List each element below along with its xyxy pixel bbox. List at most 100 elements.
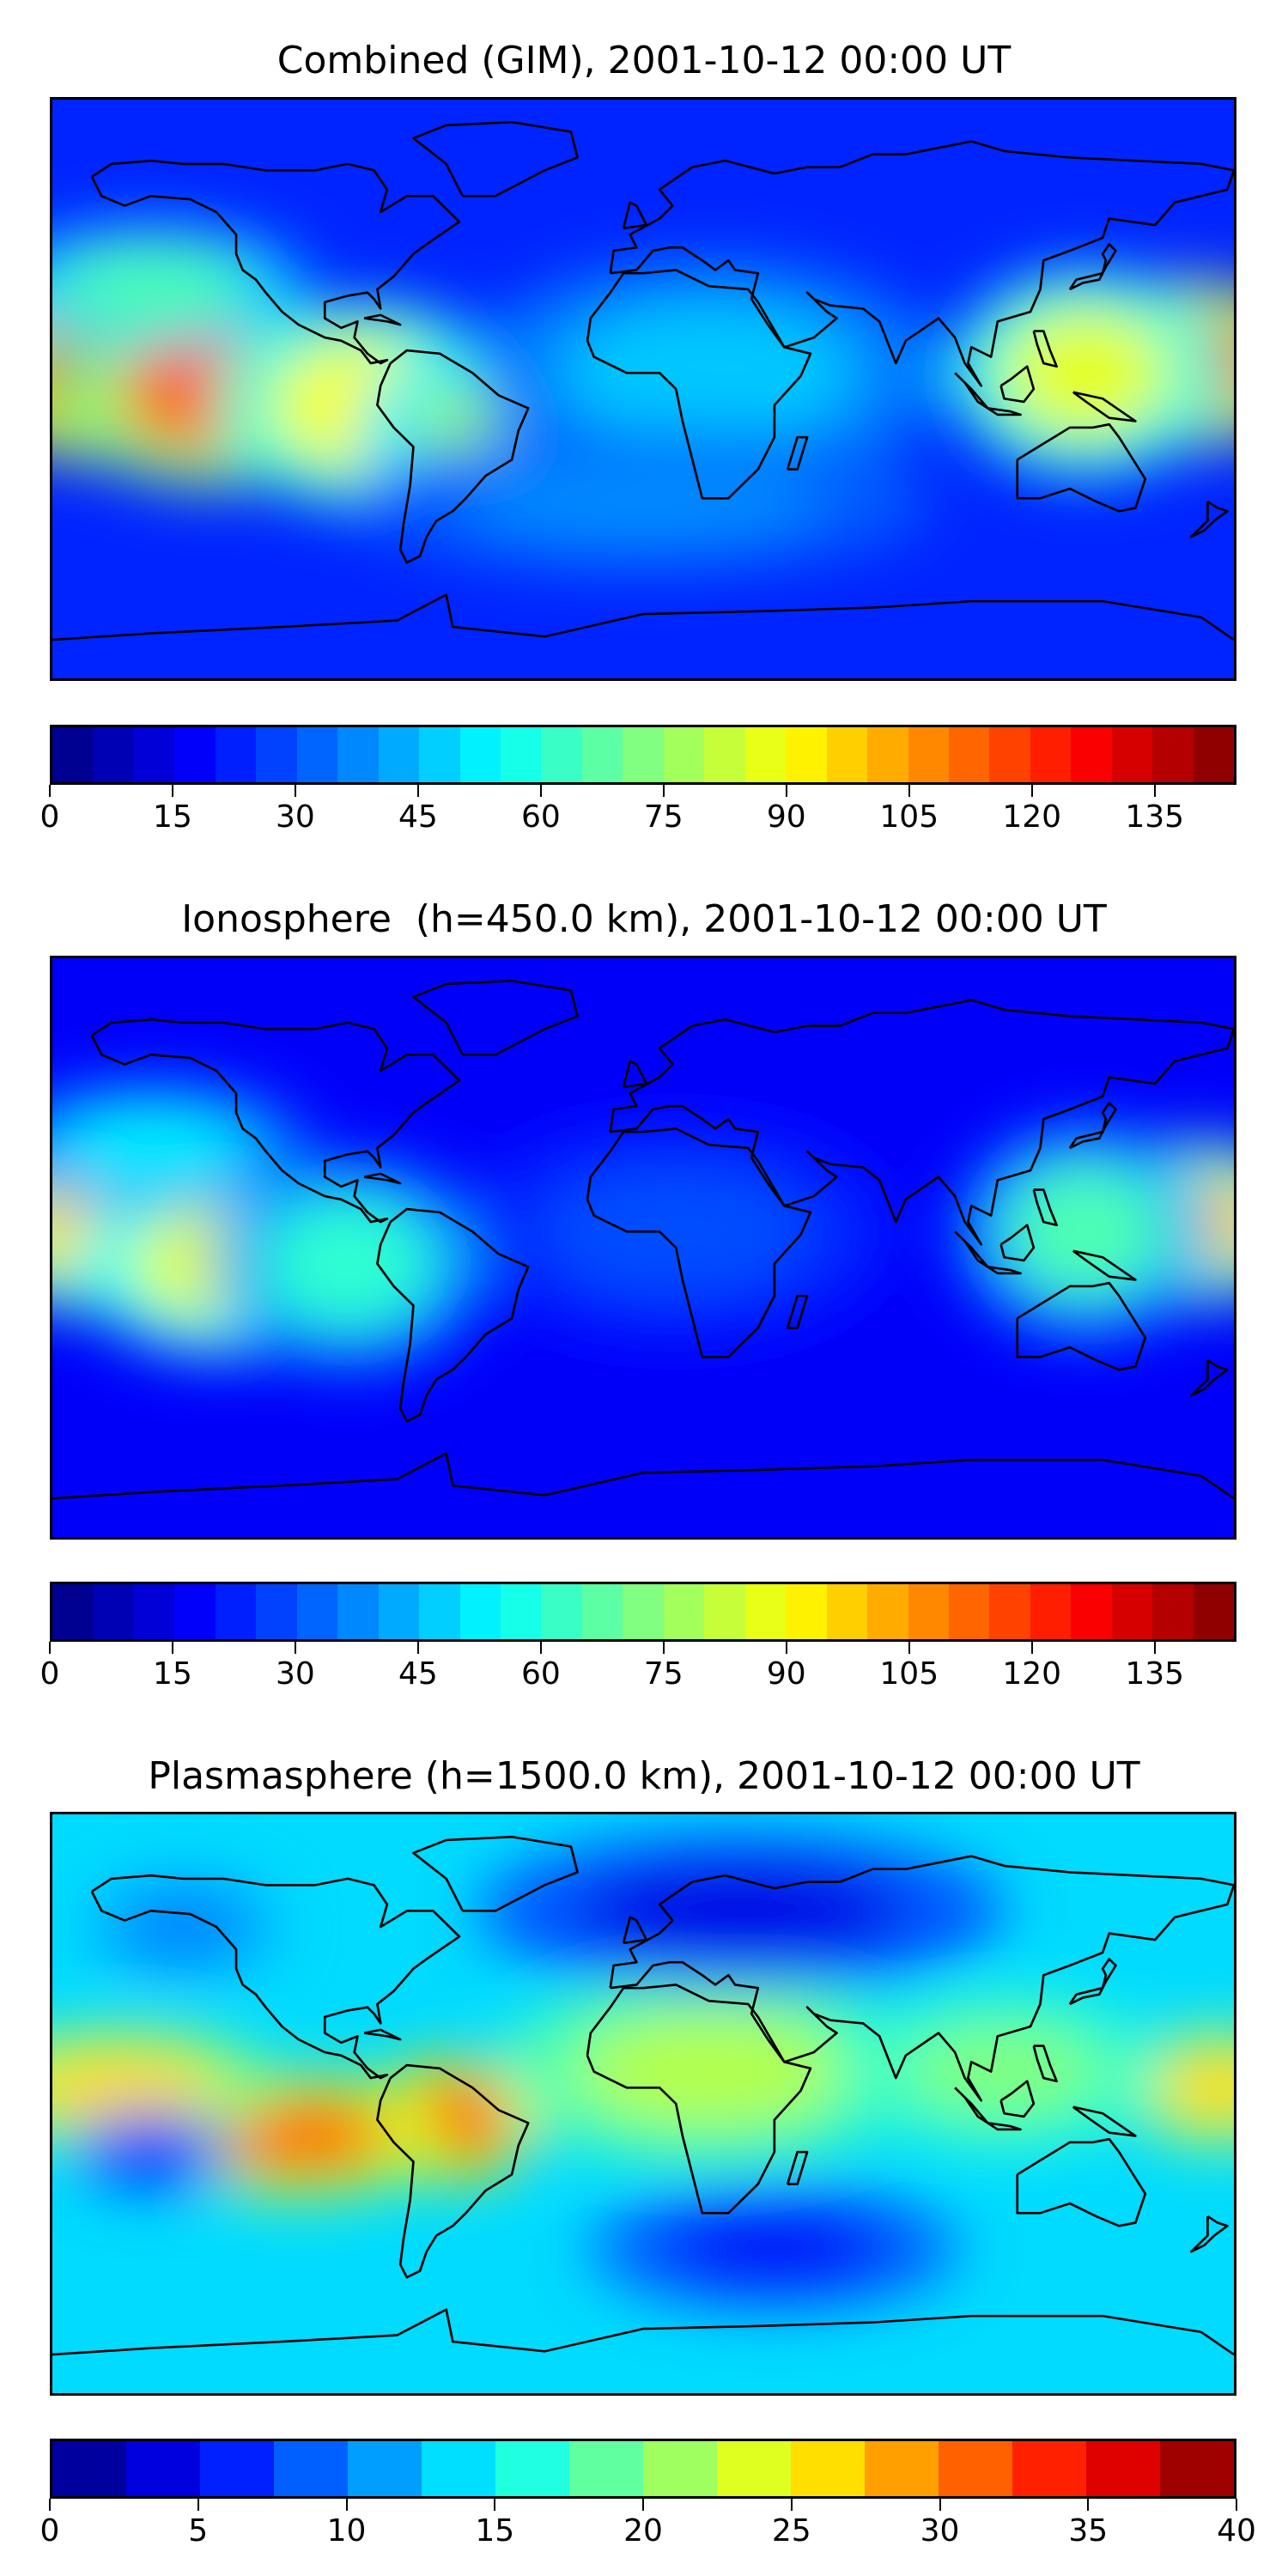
coastline-5 — [412, 979, 579, 1056]
colorbar-tick-label: 105 — [879, 799, 939, 835]
colorbar-tick-label: 0 — [39, 799, 60, 835]
colorbar-segment — [500, 727, 542, 782]
colorbar-segment — [174, 1584, 216, 1639]
coastline-9 — [954, 372, 989, 410]
colorbar-segment — [52, 2441, 126, 2496]
colorbar-segment — [791, 2441, 865, 2496]
colorbar-segment — [174, 727, 216, 782]
colorbar-tick-label: 75 — [643, 799, 683, 835]
coastline-8 — [1068, 1102, 1117, 1150]
coastline-6 — [52, 2308, 1234, 2356]
coastline-1 — [376, 349, 530, 564]
colorbar-segment — [215, 727, 257, 782]
colorbar-segment — [1111, 1584, 1153, 1639]
colorbar-tick-label: 10 — [326, 2513, 367, 2549]
coastline-13 — [1032, 330, 1058, 368]
colorbar-segment — [989, 1584, 1030, 1639]
colorbar-tick-label: 135 — [1125, 1656, 1185, 1692]
coastline-12 — [1072, 1249, 1137, 1281]
colorbar-tick-label: 5 — [188, 2513, 209, 2549]
coastline-13 — [1032, 1188, 1058, 1227]
colorbar-tick-label: 45 — [398, 799, 438, 835]
colorbar-segment — [93, 727, 134, 782]
coastline-1 — [376, 2063, 530, 2279]
colorbar-tick-mark — [197, 2499, 199, 2511]
colorbar-segment — [989, 727, 1030, 782]
colorbar-combined — [50, 725, 1236, 785]
colorbar-tick-mark — [939, 2499, 941, 2511]
colorbar-ticks-ionosphere: 0 15 30 45 60 75 90 105 120 135 — [40, 1642, 1236, 1702]
colorbar-segment — [1152, 727, 1194, 782]
colorbar-segment — [133, 727, 175, 782]
colorbar-tick-mark — [785, 1642, 787, 1654]
colorbar-tick-label: 105 — [879, 1656, 939, 1692]
tec-region-9 — [125, 1894, 243, 1959]
coastline-5 — [412, 120, 579, 197]
tec-map-combined — [50, 97, 1236, 681]
colorbar-tick-mark — [294, 785, 296, 797]
panel-title-plasmasphere: Plasmasphere (h=1500.0 km), 2001-10-12 0… — [148, 1754, 1140, 1798]
colorbar-segment — [704, 1584, 745, 1639]
colorbar-tick-label: 0 — [39, 1656, 60, 1692]
colorbar-tick-label: 20 — [623, 2513, 663, 2549]
colorbar-tick-mark — [345, 2499, 348, 2511]
tec-region-2 — [262, 1199, 434, 1328]
colorbar-segment — [786, 727, 827, 782]
coastline-12 — [1072, 391, 1137, 422]
colorbar-ionosphere — [50, 1582, 1236, 1642]
colorbar-tick-label: 120 — [1002, 1656, 1062, 1692]
coastline-8 — [1068, 243, 1117, 291]
colorbar-segment — [663, 1584, 705, 1639]
coastline-6 — [52, 1452, 1234, 1500]
tec-region-8 — [462, 456, 824, 547]
colorbar-segment — [581, 1584, 623, 1639]
colorbar-segment — [704, 727, 745, 782]
colorbar-tick-mark — [1030, 785, 1033, 797]
colorbar-segment — [500, 1584, 542, 1639]
coastline-12 — [1072, 2105, 1137, 2137]
colorbar-segment — [908, 727, 949, 782]
colorbar-tick-label: 135 — [1125, 799, 1185, 835]
colorbar-segment — [1071, 1584, 1112, 1639]
colorbar-segment — [865, 2441, 939, 2496]
colorbar-tick-mark — [790, 2499, 793, 2511]
colorbar-segment — [419, 1584, 460, 1639]
colorbar-segment — [337, 1584, 379, 1639]
coastline-9 — [954, 2087, 989, 2124]
coastline-8 — [1068, 1958, 1117, 2006]
colorbar-ticks-combined: 0 15 30 45 60 75 90 105 120 135 — [40, 785, 1236, 845]
tec-region-3 — [1158, 2049, 1234, 2127]
colorbar-segment — [826, 1584, 868, 1639]
coastline-11 — [987, 407, 1022, 416]
colorbar-segment — [296, 1584, 338, 1639]
colorbar-tick-label: 0 — [39, 2513, 60, 2549]
coastline-15 — [1189, 2215, 1229, 2253]
colorbar-segment — [1193, 1584, 1234, 1639]
colorbar-segment — [52, 1584, 94, 1639]
tec-region-6 — [52, 247, 250, 325]
tec-region-5 — [52, 1106, 250, 1184]
colorbar-tick-mark — [49, 785, 51, 797]
coastline-14 — [786, 1294, 809, 1329]
colorbar-tick-label: 90 — [766, 1656, 806, 1692]
tec-map-plasmasphere — [50, 1812, 1236, 2396]
tec-region-6 — [544, 1167, 808, 1297]
coastline-14 — [786, 2150, 809, 2185]
colorbar-segment — [867, 727, 908, 782]
colorbar-segment — [459, 727, 501, 782]
colorbar-plasmasphere — [50, 2439, 1236, 2499]
colorbar-tick-mark — [642, 2499, 644, 2511]
colorbar-segment — [569, 2441, 643, 2496]
coastline-0 — [90, 1874, 461, 2080]
colorbar-segment — [908, 1584, 949, 1639]
colorbar-tick-label: 30 — [276, 799, 315, 835]
coastline-10 — [999, 365, 1036, 404]
colorbar-tick-label: 60 — [520, 1656, 561, 1692]
coastline-15 — [1189, 500, 1229, 538]
coastline-5 — [412, 1835, 579, 1912]
colorbar-segment — [939, 2441, 1012, 2496]
coastline-2 — [586, 1127, 812, 1358]
colorbar-tick-mark — [1236, 2499, 1237, 2511]
colorbar-tick-label: 120 — [1002, 799, 1062, 835]
colorbar-tick-label: 15 — [153, 1656, 192, 1692]
